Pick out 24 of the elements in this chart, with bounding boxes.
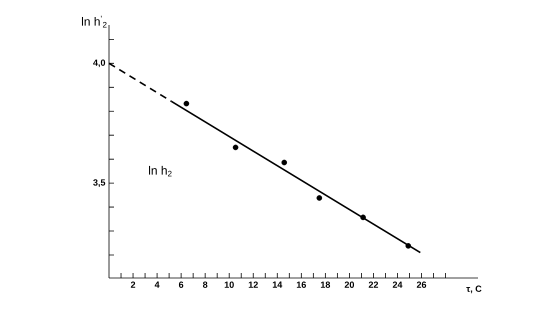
x-tick-label: 26 [416,282,426,288]
point [405,243,412,249]
x-axis-title: τ, C [466,286,482,294]
x-tick-label: 2 [130,282,136,288]
x-tick-label: 22 [368,282,378,288]
point [316,195,322,201]
point [281,160,288,166]
x-tick-label: 4 [154,282,160,288]
x-tick-label: 6 [178,282,184,288]
annotation: ln h$_{2}$ [149,166,172,176]
x-tick-label: 10 [224,282,234,288]
y-axis-title: ln h$^{'}$2 [82,16,107,28]
point [184,100,190,106]
x-tick-label: 16 [296,282,306,288]
x-tick-label: 18 [320,282,330,288]
point [360,214,366,220]
x-tick-label: 12 [248,282,258,288]
y-tick-label: 4,0 [93,59,106,68]
x-tick-label: 14 [272,282,282,288]
point [232,144,238,150]
x-tick-label: 24 [392,282,402,288]
x-tick-label: 20 [344,282,354,288]
x-tick-label: 8 [202,282,208,288]
y-tick-label: 3,5 [93,179,106,187]
